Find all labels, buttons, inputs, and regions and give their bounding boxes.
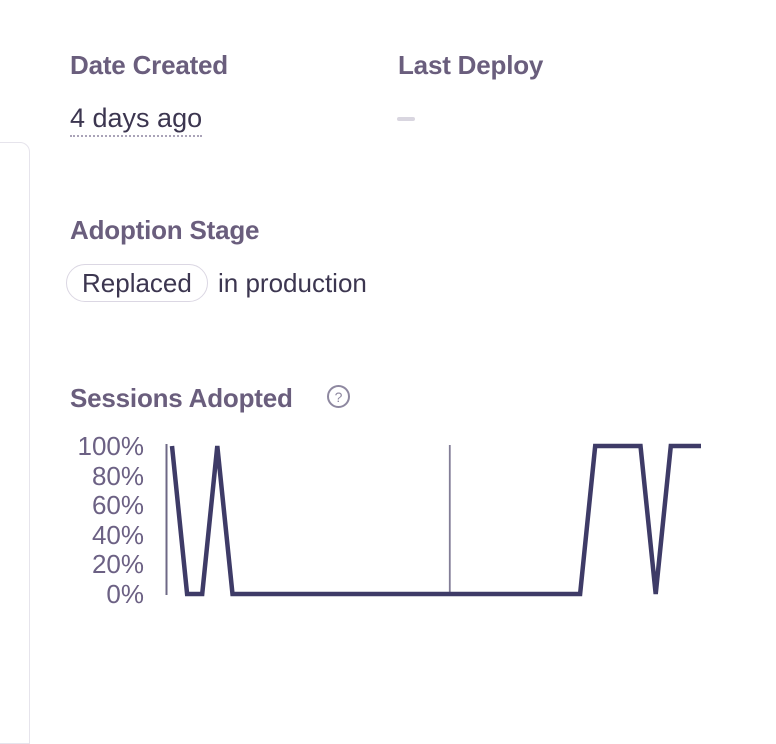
sessions-adopted-line-series <box>169 443 701 597</box>
last-deploy-empty-dash <box>397 117 415 121</box>
y-tick-label: 40% <box>91 519 144 550</box>
sessions-adopted-chart <box>165 443 701 597</box>
date-created-tooltip-text[interactable]: 4 days ago <box>70 103 203 137</box>
y-tick-label: 100% <box>77 431 145 461</box>
last-deploy-label: Last Deploy <box>398 50 544 80</box>
adoption-stage-label: Adoption Stage <box>70 215 260 245</box>
adoption-stage-badge: Replaced <box>66 264 208 302</box>
date-created-label: Date Created <box>70 50 228 80</box>
y-tick-label: 60% <box>91 490 144 521</box>
y-tick-label: 80% <box>91 460 144 491</box>
y-tick-label: 0% <box>106 579 144 609</box>
sessions-adopted-label: Sessions Adopted <box>70 383 293 413</box>
adoption-stage-suffix: in production <box>218 267 367 298</box>
question-mark-circle-icon[interactable]: ? <box>327 385 350 408</box>
y-tick-label: 20% <box>91 549 144 580</box>
date-created-value[interactable]: 4 days ago <box>70 102 203 137</box>
